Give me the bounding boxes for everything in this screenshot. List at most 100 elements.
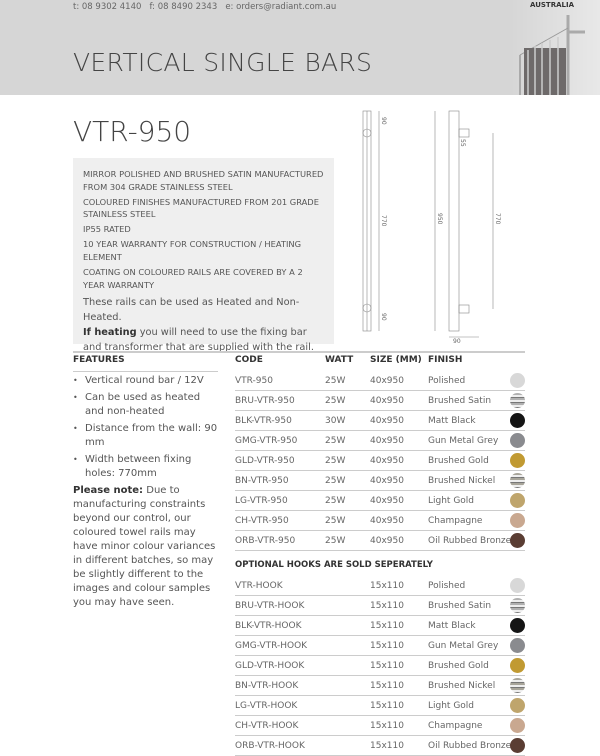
towel-rail-image (519, 15, 585, 95)
contact-info: t: 08 9302 4140 f: 08 8490 2343 e: order… (73, 2, 337, 12)
dim-label: 90 (380, 117, 387, 125)
size-cell: 40x950 (370, 396, 404, 406)
finish-cell: Oil Rubbed Bronze (428, 741, 512, 751)
specs-box: MIRROR POLISHED AND BRUSHED SATIN MANUFA… (73, 158, 334, 353)
heating-rest: you will need to use the fixing bar and … (83, 327, 314, 354)
please-note: Please note: Due to manufacturing constr… (73, 484, 218, 610)
size-cell: 40x950 (370, 476, 404, 486)
model-title: VTR-950 (73, 115, 192, 148)
code-cell: BRU-VTR-HOOK (235, 601, 305, 611)
technical-drawing: 90 770 90 950 55 770 90 (362, 110, 501, 345)
finish-swatch (510, 433, 525, 448)
finish-swatch (510, 718, 525, 733)
size-cell: 15x110 (370, 641, 404, 651)
finish-swatch (510, 578, 525, 593)
table-row: BN-VTR-950 25W 40x950 Brushed Nickel (235, 471, 525, 491)
finish-swatch (510, 493, 525, 508)
size-cell: 15x110 (370, 601, 404, 611)
code-cell: CH-VTR-HOOK (235, 721, 299, 731)
finish-swatch (510, 738, 525, 753)
product-photo: AUSTRALIA (510, 0, 600, 95)
spec-item: COATING ON COLOURED RAILS ARE COVERED BY… (83, 267, 303, 290)
watt-cell: 25W (325, 536, 346, 546)
finish-swatch (510, 698, 525, 713)
feature-item: Can be used as heated and non-heated (73, 391, 218, 420)
size-cell: 40x950 (370, 376, 404, 386)
finish-cell: Brushed Gold (428, 661, 489, 671)
finish-swatch (510, 533, 525, 548)
hook-row: BLK-VTR-HOOK 15x110 Matt Black (235, 616, 525, 636)
finish-swatch (510, 658, 525, 673)
code-cell: BLK-VTR-950 (235, 416, 292, 426)
finish-cell: Polished (428, 581, 466, 591)
watt-cell: 25W (325, 396, 346, 406)
finish-swatch (510, 393, 525, 408)
code-cell: GMG-VTR-HOOK (235, 641, 308, 651)
page-header: t: 08 9302 4140 f: 08 8490 2343 e: order… (0, 0, 600, 95)
finish-cell: Oil Rubbed Bronze (428, 536, 512, 546)
heating-note: If heating you will need to use the fixi… (83, 325, 324, 355)
hooks-title: OPTIONAL HOOKS ARE SOLD SEPERATELY (235, 560, 433, 570)
table-row: BRU-VTR-950 25W 40x950 Brushed Satin (235, 391, 525, 411)
spec-item: COLOURED FINISHES MANUFACTURED FROM 201 … (83, 196, 319, 220)
table-row: VTR-950 25W 40x950 Polished (235, 371, 525, 391)
finish-swatch (510, 373, 525, 388)
size-cell: 40x950 (370, 516, 404, 526)
table-row: LG-VTR-950 25W 40x950 Light Gold (235, 491, 525, 511)
features-list: Vertical round bar / 12V Can be used as … (73, 374, 218, 610)
heating-bold: If heating (83, 327, 137, 339)
size-cell: 40x950 (370, 536, 404, 546)
page-title: VERTICAL SINGLE BARS (73, 48, 373, 77)
spec-item: MIRROR POLISHED AND BRUSHED SATIN MANUFA… (83, 169, 324, 192)
code-cell: ORB-VTR-HOOK (235, 741, 305, 751)
hook-row: GMG-VTR-HOOK 15x110 Gun Metal Grey (235, 636, 525, 656)
finish-cell: Matt Black (428, 416, 476, 426)
code-cell: VTR-HOOK (235, 581, 283, 591)
watt-cell: 30W (325, 416, 346, 426)
code-cell: CH-VTR-950 (235, 516, 289, 526)
watt-cell: 25W (325, 436, 346, 446)
code-cell: GLD-VTR-950 (235, 456, 295, 466)
finish-swatch (510, 618, 525, 633)
finish-swatch (510, 473, 525, 488)
size-cell: 40x950 (370, 416, 404, 426)
dim-label: 950 (436, 213, 443, 225)
watt-cell: 25W (325, 496, 346, 506)
finish-cell: Brushed Satin (428, 601, 492, 611)
hook-row: LG-VTR-HOOK 15x110 Light Gold (235, 696, 525, 716)
divider (73, 371, 218, 372)
watt-cell: 25W (325, 456, 346, 466)
hook-row: VTR-HOOK 15x110 Polished (235, 576, 525, 596)
watt-cell: 25W (325, 516, 346, 526)
finish-cell: Champagne (428, 516, 483, 526)
code-cell: BN-VTR-950 (235, 476, 289, 486)
table-row: CH-VTR-950 25W 40x950 Champagne (235, 511, 525, 531)
code-cell: LG-VTR-950 (235, 496, 288, 506)
code-cell: BN-VTR-HOOK (235, 681, 299, 691)
finish-swatch (510, 678, 525, 693)
hook-row: CH-VTR-HOOK 15x110 Champagne (235, 716, 525, 736)
finish-swatch (510, 598, 525, 613)
header-code: CODE (235, 355, 263, 365)
finish-cell: Brushed Nickel (428, 681, 496, 691)
dim-label: 55 (459, 139, 466, 147)
code-cell: VTR-950 (235, 376, 273, 386)
hook-row: GLD-VTR-HOOK 15x110 Brushed Gold (235, 656, 525, 676)
size-cell: 15x110 (370, 621, 404, 631)
finish-cell: Brushed Nickel (428, 476, 496, 486)
table-row: GMG-VTR-950 25W 40x950 Gun Metal Grey (235, 431, 525, 451)
code-cell: ORB-VTR-950 (235, 536, 296, 546)
finish-cell: Light Gold (428, 496, 475, 506)
size-cell: 15x110 (370, 581, 404, 591)
size-cell: 40x950 (370, 496, 404, 506)
size-cell: 40x950 (370, 456, 404, 466)
size-cell: 15x110 (370, 681, 404, 691)
table-row: GLD-VTR-950 25W 40x950 Brushed Gold (235, 451, 525, 471)
heated-note: These rails can be used as Heated and No… (83, 297, 300, 324)
finish-cell: Champagne (428, 721, 483, 731)
header-size: SIZE (MM) (370, 355, 422, 365)
finish-cell: Gun Metal Grey (428, 641, 499, 651)
header-finish: FINISH (428, 355, 463, 365)
feature-item: Vertical round bar / 12V (73, 374, 218, 389)
feature-item: Distance from the wall: 90 mm (73, 422, 218, 451)
